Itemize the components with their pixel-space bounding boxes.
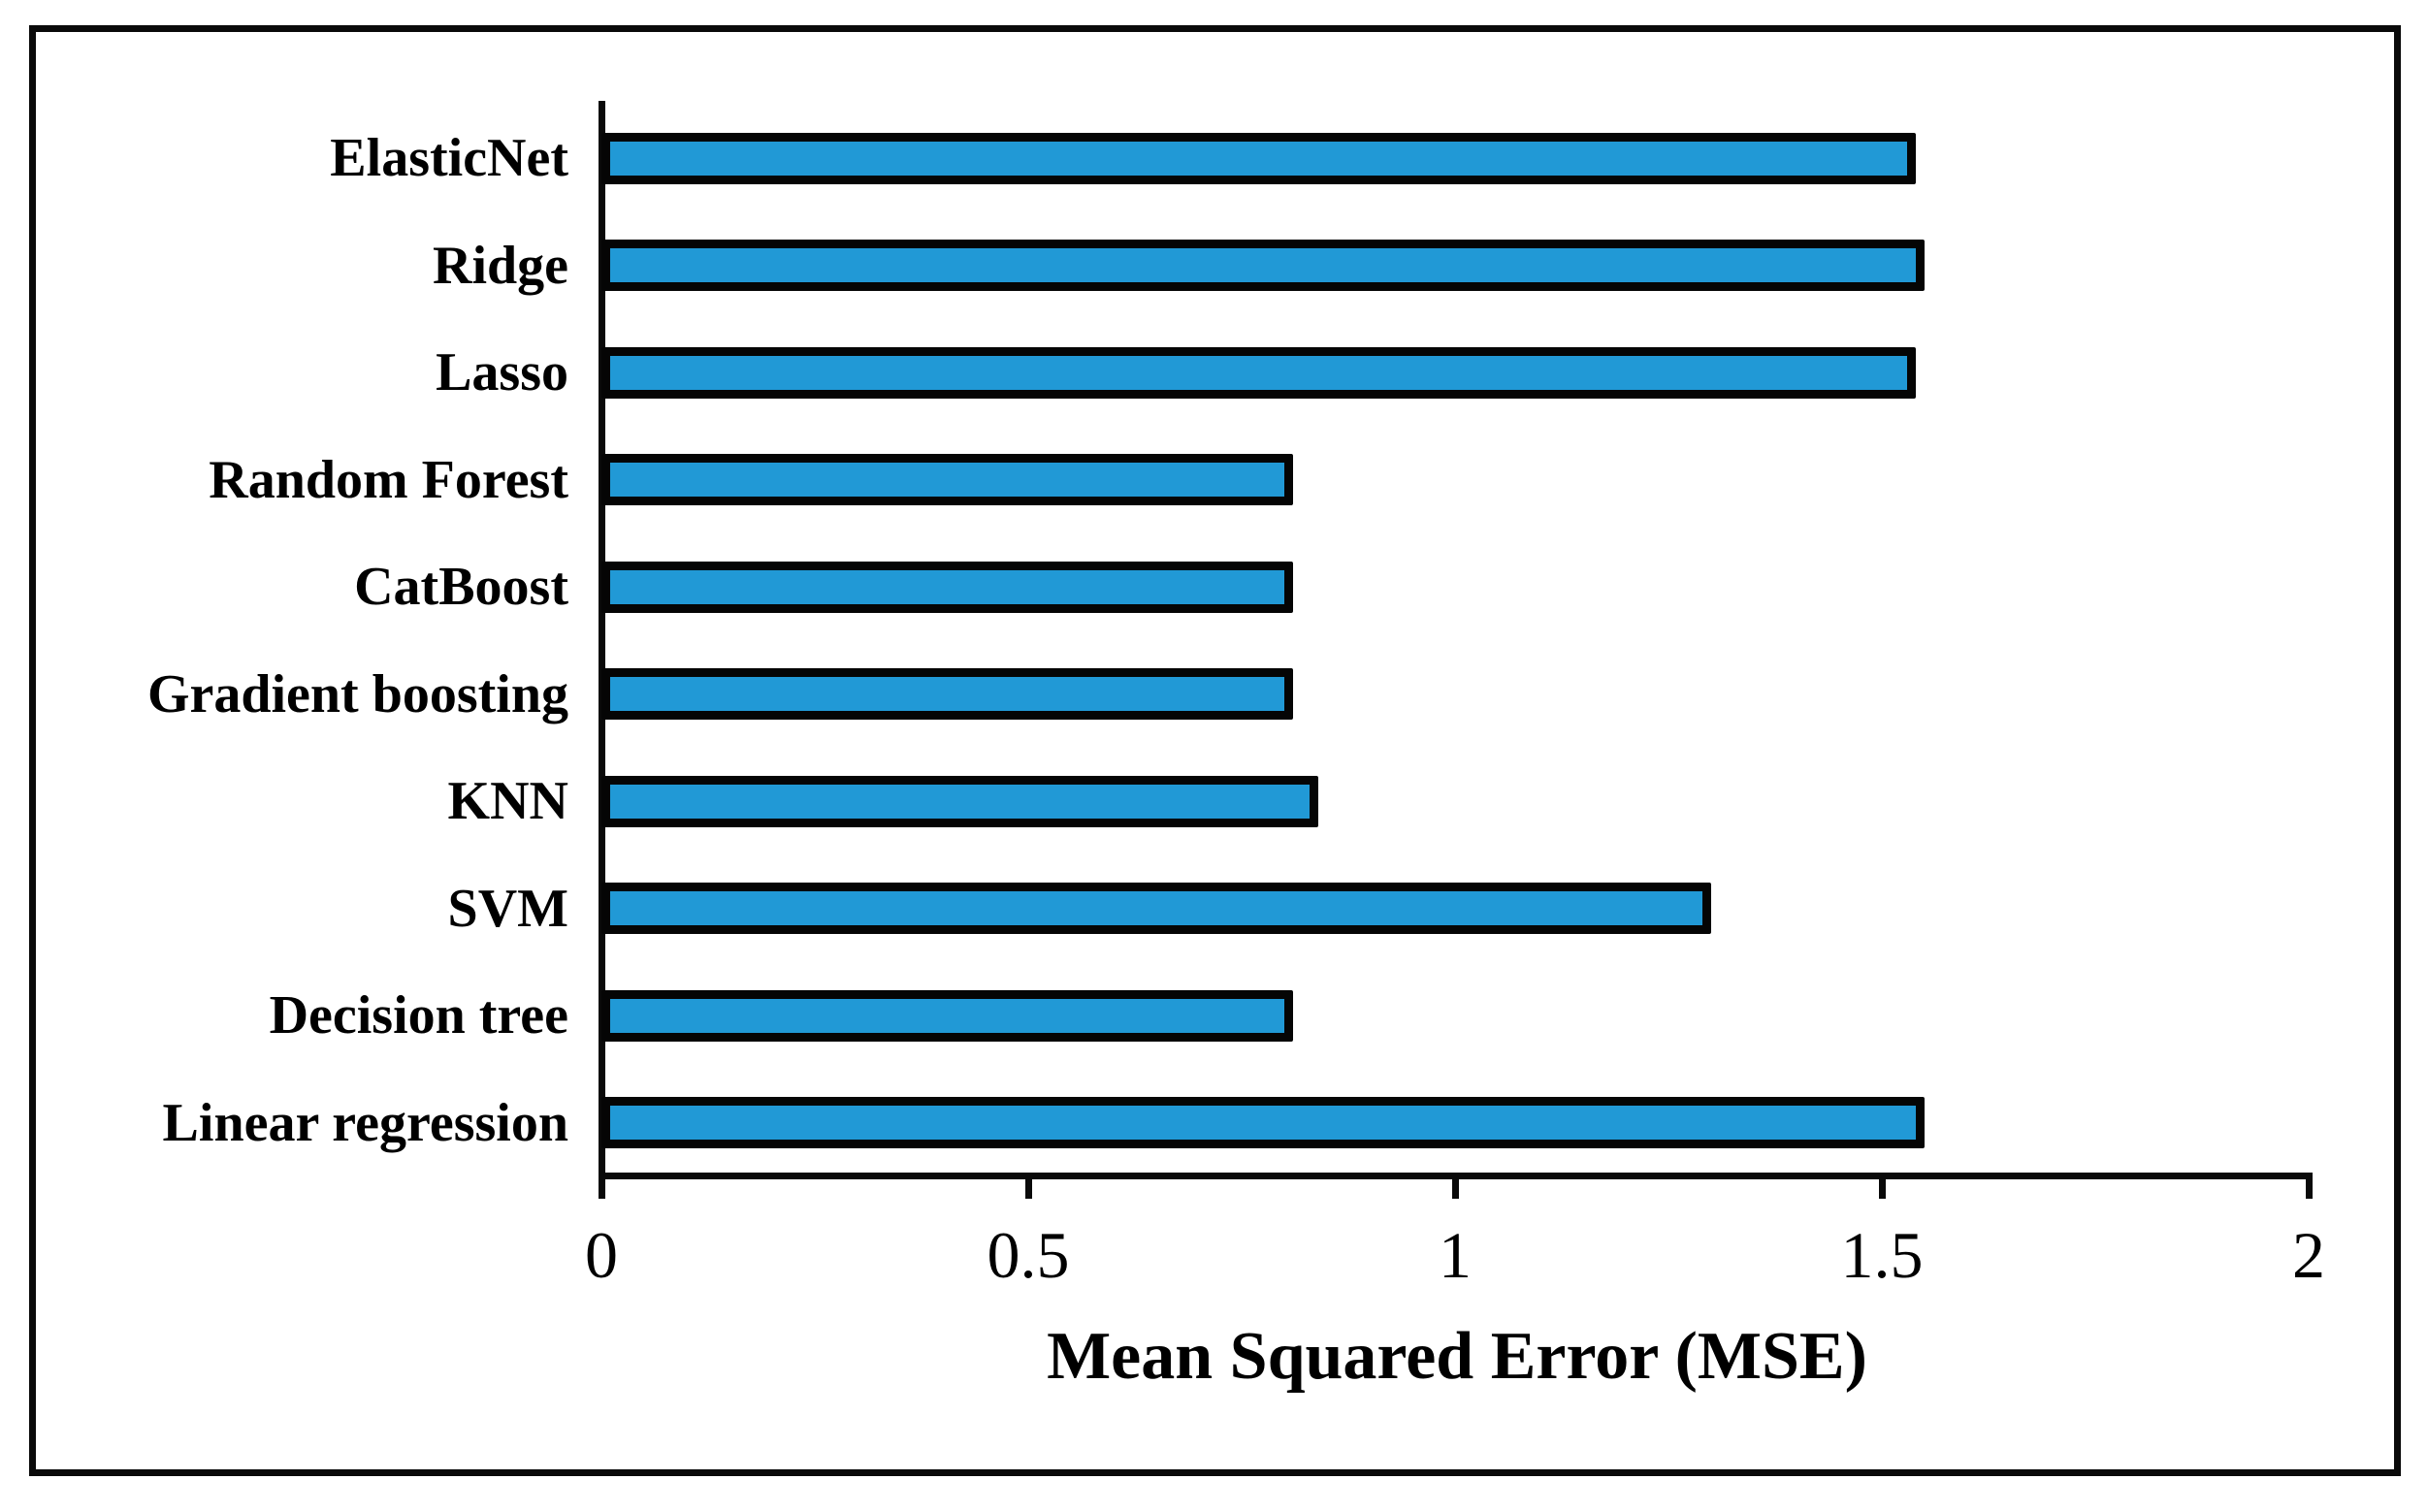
category-label-linear-regression: Linear regression — [162, 1092, 568, 1153]
chart-bar-svm — [601, 883, 1711, 934]
chart-bar-linear-regression — [601, 1097, 1925, 1148]
x-tick-0.5 — [1025, 1175, 1032, 1199]
chart-bar-ridge — [601, 240, 1925, 291]
x-tick-label-1.5: 1.5 — [1840, 1218, 1924, 1292]
x-tick-label-1: 1 — [1439, 1218, 1472, 1292]
category-label-knn: KNN — [447, 771, 568, 831]
chart-bar-elasticnet — [601, 132, 1916, 184]
x-tick-label-0: 0 — [585, 1218, 618, 1292]
x-tick-1.5 — [1879, 1175, 1886, 1199]
category-label-decision-tree: Decision tree — [269, 985, 568, 1046]
category-label-random-forest: Random Forest — [209, 449, 568, 510]
category-label-lasso: Lasso — [436, 342, 568, 402]
x-axis-title: Mean Squared Error (MSE) — [1047, 1319, 1867, 1394]
category-label-svm: SVM — [447, 878, 568, 939]
category-label-elasticnet: ElasticNet — [330, 128, 568, 188]
x-tick-2 — [2306, 1175, 2313, 1199]
x-tick-label-2: 2 — [2292, 1218, 2325, 1292]
category-label-catboost: CatBoost — [354, 557, 568, 617]
chart-bar-decision-tree — [601, 989, 1293, 1042]
x-tick-label-0.5: 0.5 — [987, 1218, 1070, 1292]
chart-bar-catboost — [601, 561, 1293, 613]
category-label-gradient-boosting: Gradient boosting — [146, 663, 568, 724]
chart-bar-gradient-boosting — [601, 668, 1293, 720]
y-axis-line — [599, 101, 605, 1198]
figure-border — [29, 25, 2401, 1476]
category-label-ridge: Ridge — [433, 235, 568, 296]
chart-bar-knn — [601, 775, 1318, 827]
x-tick-1 — [1452, 1175, 1459, 1199]
chart-bar-random-forest — [601, 454, 1293, 505]
x-tick-0 — [599, 1175, 605, 1199]
chart-bar-lasso — [601, 346, 1916, 399]
